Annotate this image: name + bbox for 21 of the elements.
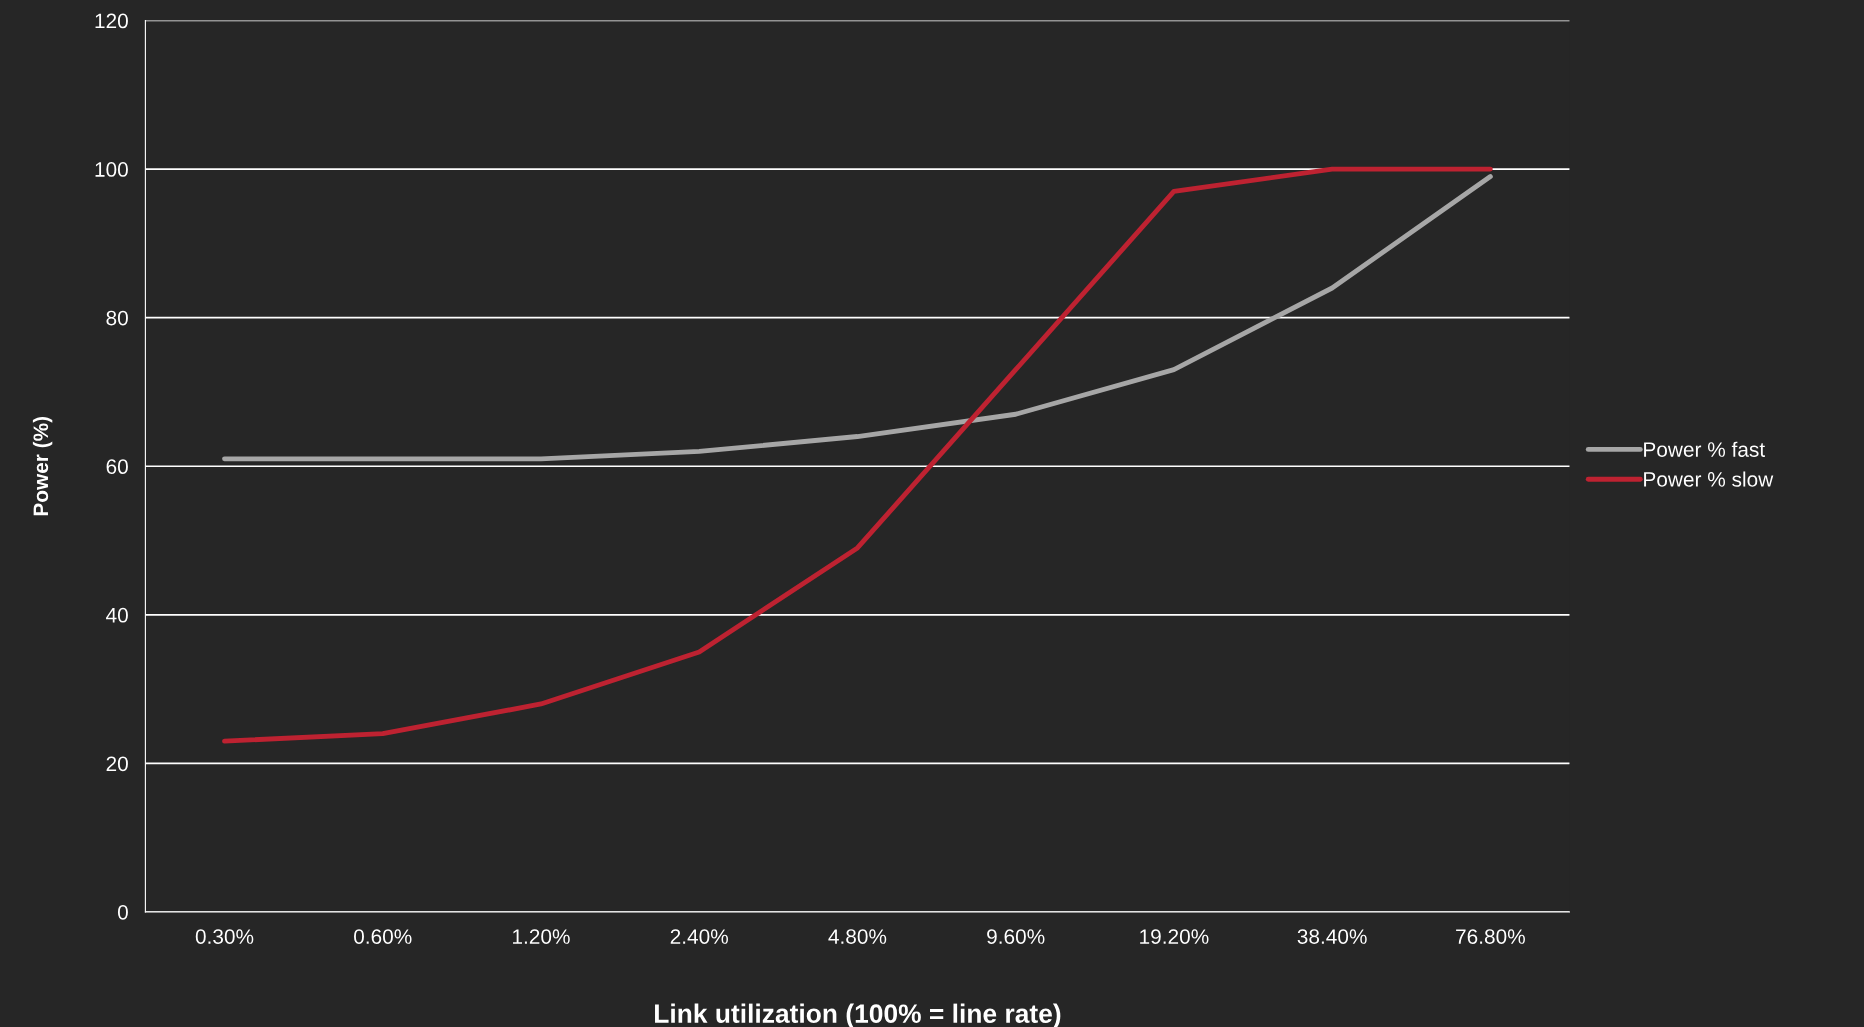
y-tick-label: 40 <box>106 607 128 623</box>
x-tick-label: 9.60% <box>987 929 1045 944</box>
legend-label: Power % fast <box>1644 441 1765 457</box>
legend-label: Power % slow <box>1644 471 1774 487</box>
x-tick-label: 76.80% <box>1456 929 1525 944</box>
x-tick-label: 0.60% <box>354 929 412 944</box>
x-tick-label: 4.80% <box>828 929 887 944</box>
x-tick-label: 38.40% <box>1297 929 1367 944</box>
x-tick-label: 19.20% <box>1140 929 1209 944</box>
y-tick-label: 100 <box>95 162 128 177</box>
y-tick-label: 20 <box>106 756 128 772</box>
y-tick-label: 120 <box>95 13 128 29</box>
x-tick-label: 0.30% <box>195 929 254 944</box>
line-series <box>222 174 1493 462</box>
line-series <box>222 166 1493 744</box>
y-axis-title: Power (%) <box>32 416 53 516</box>
y-tick-label: 60 <box>106 459 128 475</box>
y-tick-label: 0 <box>117 904 128 920</box>
x-tick-label: 1.20% <box>513 929 570 944</box>
x-tick-label: 2.40% <box>670 929 728 944</box>
y-tick-label: 80 <box>106 310 128 326</box>
